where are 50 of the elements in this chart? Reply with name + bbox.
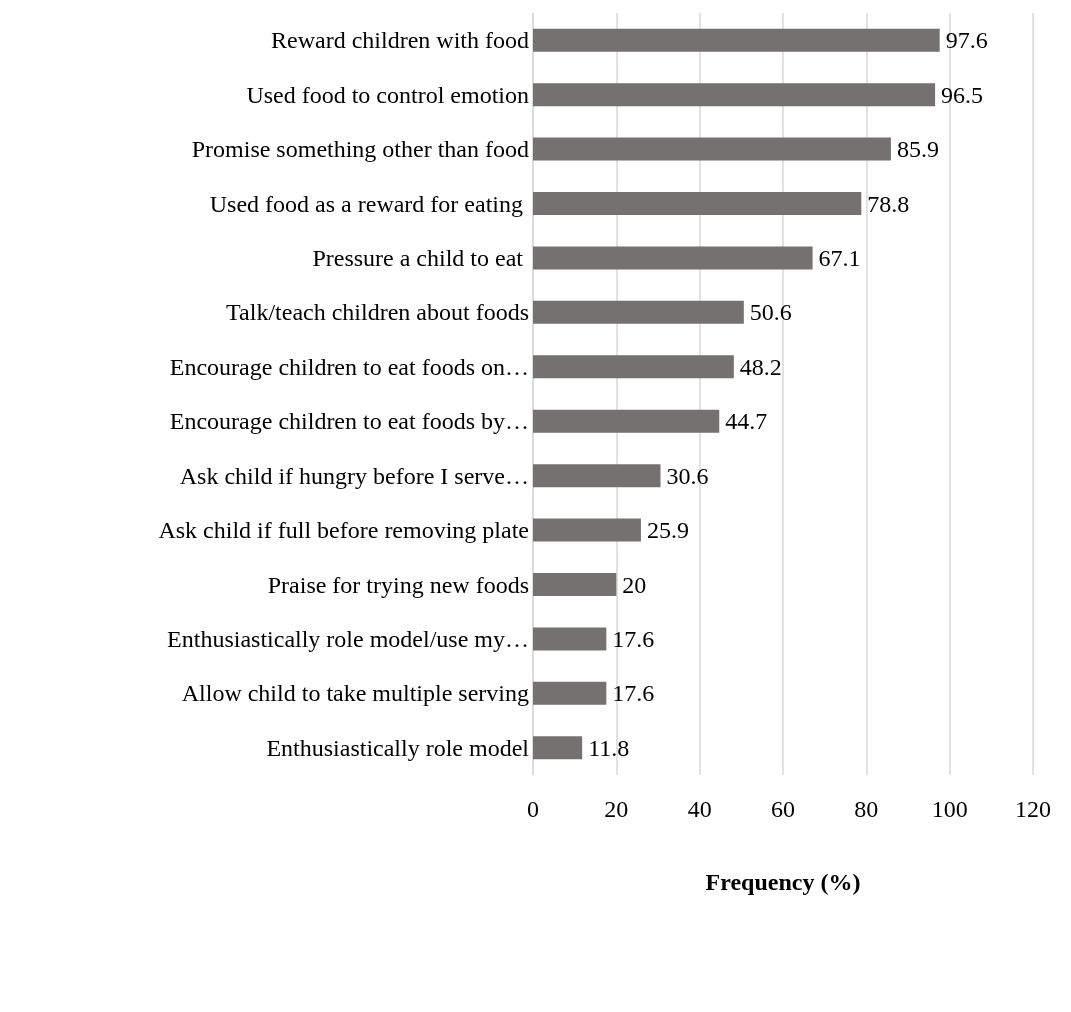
y-tick-label: Promise something other than food <box>191 136 529 163</box>
y-tick-label: Enthusiastically role model <box>266 734 530 761</box>
x-tick-label: 80 <box>854 796 879 822</box>
data-label: 17.6 <box>612 625 655 652</box>
y-tick-label: Reward children with food <box>271 27 529 54</box>
bar <box>533 355 734 379</box>
data-label: 11.8 <box>588 734 630 761</box>
x-tick-label: 60 <box>771 796 795 822</box>
data-label: 20 <box>622 571 647 598</box>
data-label: 78.8 <box>867 190 910 217</box>
y-tick-label: Ask child if full before removing plate <box>158 517 529 544</box>
data-label: 85.9 <box>896 136 939 163</box>
y-tick-label: Allow child to take multiple serving <box>181 680 529 707</box>
y-tick-label: Talk/teach children about foods <box>226 299 529 326</box>
bar <box>533 28 940 52</box>
bar <box>533 627 607 651</box>
bar <box>533 464 661 488</box>
x-axis-title: Frequency (%) <box>705 869 861 895</box>
data-label: 30.6 <box>666 462 709 489</box>
data-label: 44.7 <box>725 408 768 435</box>
x-tick-label: 20 <box>604 796 629 822</box>
y-tick-label: Encourage children to eat foods by… <box>169 408 529 435</box>
x-tick-label: 100 <box>931 796 968 822</box>
y-tick-label: Praise for trying new foods <box>267 571 529 598</box>
y-tick-label: Used food to control emotion <box>246 81 529 108</box>
data-label: 50.6 <box>749 299 792 326</box>
y-tick-label: Pressure a child to eat <box>312 244 529 271</box>
bar <box>533 573 617 596</box>
data-label: 96.5 <box>941 81 984 108</box>
bar <box>533 681 607 705</box>
bar <box>533 192 862 215</box>
x-tick-label: 0 <box>527 796 539 822</box>
x-tick-label: 40 <box>687 796 712 822</box>
y-tick-label: Ask child if hungry before I serve… <box>179 462 529 489</box>
x-tick-label: 120 <box>1015 796 1051 822</box>
bar <box>533 518 641 542</box>
y-tick-label: Enthusiastically role model/use my… <box>167 625 529 652</box>
y-tick-label: Encourage children to eat foods on… <box>169 353 529 380</box>
bar <box>533 736 583 760</box>
data-label: 48.2 <box>739 353 782 380</box>
bar <box>533 246 813 270</box>
bar <box>533 137 891 161</box>
bar <box>533 300 744 324</box>
data-label: 17.6 <box>612 680 655 707</box>
data-label: 67.1 <box>818 244 861 271</box>
y-tick-label: Used food as a reward for eating <box>209 190 529 217</box>
bar <box>533 83 936 107</box>
data-label: 97.6 <box>945 27 988 54</box>
data-label: 25.9 <box>646 517 689 544</box>
bar <box>533 409 720 433</box>
